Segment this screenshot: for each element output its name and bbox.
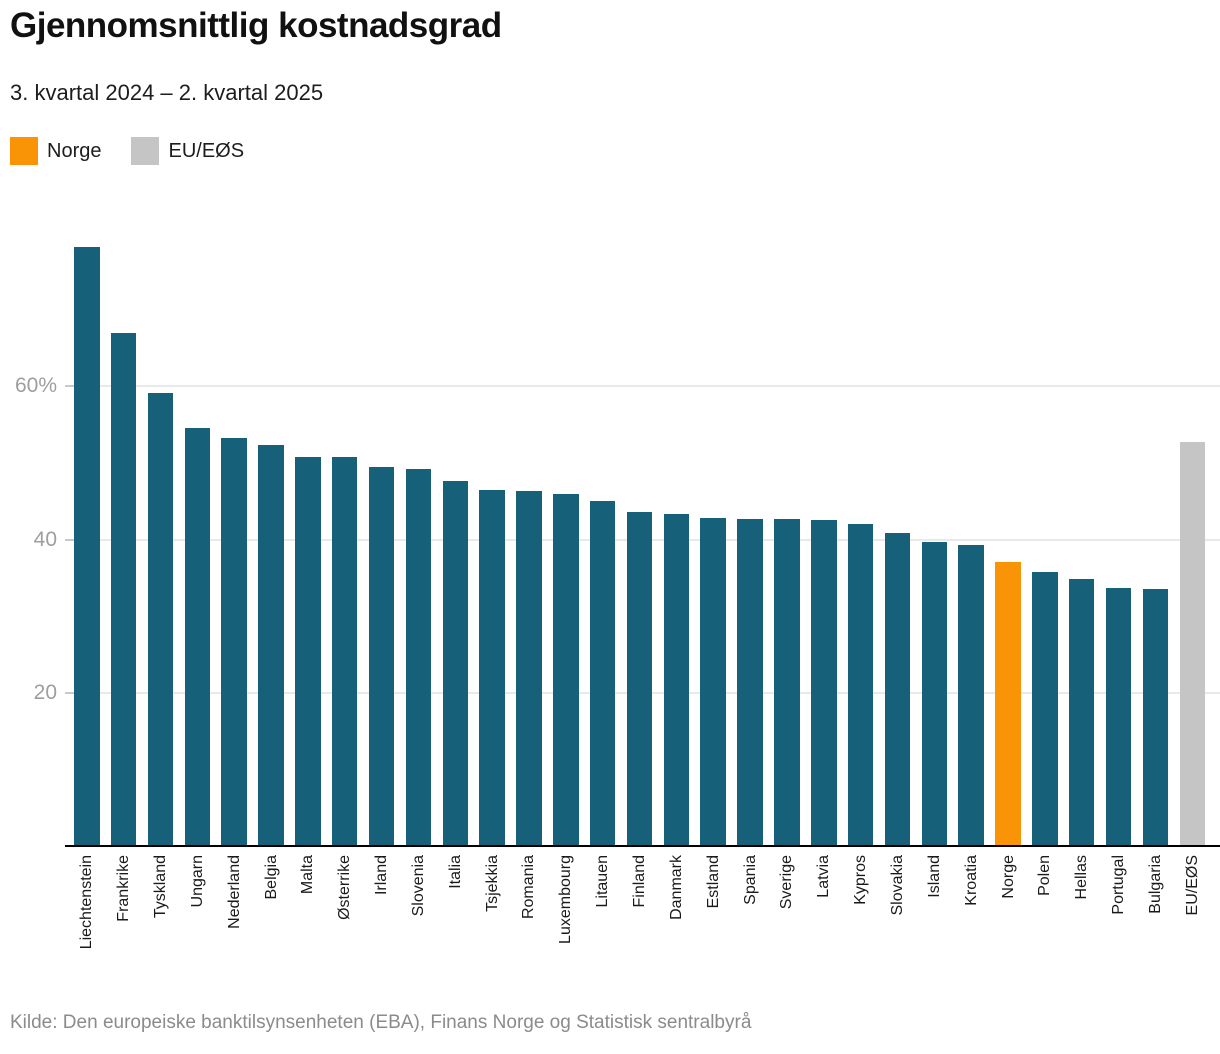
gridline-60 (65, 385, 1220, 388)
bar-nederland (221, 437, 247, 846)
xlabel-litauen: Litauen (594, 855, 612, 908)
xlabel-kypros: Kypros (852, 855, 870, 905)
x-axis-line (65, 844, 1220, 847)
bar-bulgaria (1142, 588, 1169, 846)
bar-liechtenstein (74, 246, 100, 846)
bar-danmark (663, 514, 690, 846)
xlabel-slovakia: Slovakia (888, 855, 906, 916)
xlabel-tyskland: Tyskland (151, 855, 169, 919)
xlabel-latvia: Latvia (815, 855, 833, 898)
xlabel-ungarn: Ungarn (188, 855, 206, 908)
bar-ungarn (184, 427, 211, 846)
bar-luxembourg (553, 493, 579, 846)
bar-romania (516, 491, 542, 846)
bar-sverige (774, 518, 800, 846)
bar-litauen (589, 501, 616, 846)
bar-tsjekkia (479, 489, 505, 846)
legend-item-eu-eos: EU/EØS (131, 137, 244, 165)
bar-eu-e-s (1179, 441, 1205, 846)
bar-irland (368, 466, 395, 846)
xlabel--sterrike: Østerrike (336, 855, 354, 920)
bar-latvia (811, 520, 837, 846)
legend-label-norge: Norge (47, 139, 102, 162)
bar-italia (442, 481, 468, 846)
norge-swatch (10, 137, 38, 165)
xlabel-belgia: Belgia (262, 855, 280, 900)
bar-kypros (847, 523, 874, 846)
xlabel-irland: Irland (373, 855, 391, 896)
bar-tyskland (147, 393, 174, 846)
source-note: Kilde: Den europeiske banktilsynsenheten… (10, 1012, 752, 1033)
bar-slovenia (405, 469, 432, 846)
bar-norge (995, 561, 1021, 846)
xlabel-estland: Estland (704, 855, 722, 909)
legend-label-eu-eos: EU/EØS (168, 139, 245, 162)
ytick-label-60: 60% (14, 374, 57, 398)
xlabel-spania: Spania (741, 855, 759, 905)
bar-island (921, 541, 948, 846)
xlabel-danmark: Danmark (667, 855, 685, 920)
xlabel-liechtenstein: Liechtenstein (78, 855, 96, 950)
bar--sterrike (331, 456, 358, 846)
bar-finland (626, 512, 653, 846)
ytick-label-40: 40 (33, 527, 57, 551)
ytick-60 (65, 385, 77, 388)
xlabel-sverige: Sverige (778, 855, 796, 910)
chart-title: Gjennomsnittlig kostnadsgrad (10, 6, 502, 45)
xlabel-nederland: Nederland (225, 855, 243, 929)
xlabel-bulgaria: Bulgaria (1146, 855, 1164, 914)
xlabel-island: Island (925, 855, 943, 898)
xlabel-polen: Polen (1036, 855, 1054, 896)
xlabel-tsjekkia: Tsjekkia (483, 855, 501, 912)
bar-kroatia (958, 544, 984, 846)
bar-frankrike (110, 332, 137, 846)
bar-polen (1032, 571, 1058, 846)
xlabel-norge: Norge (999, 855, 1017, 899)
xlabel-finland: Finland (631, 855, 648, 908)
bar-spania (737, 518, 763, 846)
xlabel-italia: Italia (446, 855, 464, 889)
ytick-40 (65, 538, 77, 541)
bar-estland (700, 518, 726, 846)
xlabel-frankrike: Frankrike (115, 855, 133, 922)
xlabel-luxembourg: Luxembourg (557, 855, 575, 944)
ytick-20 (65, 691, 77, 694)
xlabel-portugal: Portugal (1110, 855, 1128, 915)
legend-item-norge: Norge (10, 137, 101, 165)
xlabel-romania: Romania (520, 855, 538, 920)
ytick-label-20: 20 (33, 680, 57, 704)
xlabel-eu-e-s: EU/EØS (1183, 855, 1201, 916)
legend: Norge EU/EØS (10, 137, 244, 165)
xlabel-kroatia: Kroatia (962, 855, 980, 906)
xlabel-hellas: Hellas (1073, 855, 1091, 900)
xlabel-malta: Malta (299, 855, 317, 895)
bar-hellas (1068, 579, 1095, 846)
eu-eos-swatch (131, 137, 160, 165)
xlabel-slovenia: Slovenia (409, 855, 427, 917)
bar-belgia (258, 445, 284, 846)
bar-malta (295, 456, 321, 846)
bar-slovakia (884, 533, 911, 846)
bar-portugal (1105, 587, 1132, 846)
chart-subtitle: 3. kvartal 2024 – 2. kvartal 2025 (10, 80, 324, 105)
